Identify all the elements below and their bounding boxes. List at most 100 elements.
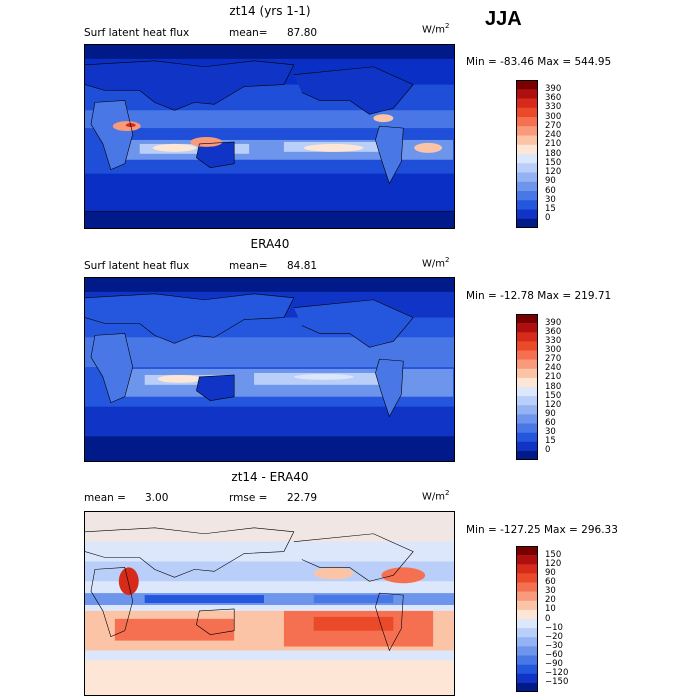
colorbar-swatch [516, 209, 538, 220]
panel-title: zt14 - ERA40 [231, 470, 309, 484]
colorbar-tick-label: −120 [545, 668, 569, 679]
units-label: W/m2 [422, 22, 450, 36]
season-label: JJA [485, 8, 522, 30]
colorbar-swatch [516, 546, 538, 556]
colorbar-tick-label: 150 [545, 157, 562, 168]
rmse-label: rmse = [229, 492, 268, 504]
colorbar-swatch [516, 200, 538, 210]
colorbar-tick-label: 240 [545, 363, 562, 374]
colorbar-tick-label: 210 [545, 139, 562, 150]
colorbar-swatch [516, 80, 538, 90]
colorbar-swatch [516, 144, 538, 155]
map-panel-obs [84, 277, 455, 462]
map-panel-diff [84, 511, 455, 696]
colorbar-swatch [516, 377, 538, 388]
colorbar [516, 546, 538, 692]
colorbar-swatch [516, 591, 538, 602]
colorbar-tick-label: −60 [545, 650, 563, 660]
colorbar-swatch [516, 555, 538, 565]
colorbar-swatch [516, 332, 538, 342]
colorbar-swatch [516, 405, 538, 415]
mean-label: mean= [229, 27, 268, 39]
colorbar-tick-label: 150 [545, 390, 562, 401]
colorbar-swatch [516, 163, 538, 173]
units-label: W/m2 [422, 489, 450, 503]
colorbar-tick-label: 0 [545, 213, 551, 224]
colorbar-swatch [516, 387, 538, 397]
colorbar-swatch [516, 582, 538, 592]
colorbar-tick-label: 30 [545, 586, 556, 597]
min-max-label: Min = -12.78 Max = 219.71 [466, 290, 612, 302]
colorbar-swatch [516, 154, 538, 164]
colorbar-tick-label: 360 [545, 326, 562, 337]
mean-value: 87.80 [287, 27, 318, 39]
colorbar-tick-label: 0 [545, 445, 551, 456]
colorbar-swatch [516, 432, 538, 443]
colorbar-tick-label: 120 [545, 558, 562, 569]
colorbar-labels: 150 120 90 60 30 20 10 0 −10 −20 −30 −60 −90 −120 −150 [545, 546, 585, 692]
colorbar-tick-label: 10 [545, 604, 556, 615]
colorbar-swatch [516, 573, 538, 583]
colorbar-swatch [516, 98, 538, 109]
colorbar-swatch [516, 609, 538, 620]
colorbar-tick-label: 390 [545, 317, 562, 328]
colorbar-tick-label: 90 [545, 408, 556, 419]
colorbar-tick-label: 60 [545, 577, 556, 587]
colorbar-swatch [516, 682, 538, 692]
mean-label: mean = [84, 492, 126, 504]
colorbar-swatch [516, 314, 538, 324]
colorbar-frame [516, 546, 538, 692]
colorbar-tick-label: 60 [545, 418, 556, 428]
rmse-value: 22.79 [287, 492, 318, 504]
colorbar-swatch [516, 323, 538, 333]
colorbar-tick-label: 180 [545, 381, 562, 392]
colorbar [516, 80, 538, 228]
colorbar-labels: 390 360 330 300 270 240 210 180 150 120 90 60 30 15 0 [545, 80, 585, 228]
colorbar-swatch [516, 664, 538, 675]
colorbar-tick-label: −150 [545, 677, 569, 688]
colorbar-frame [516, 80, 538, 228]
colorbar-tick-label: −20 [545, 631, 563, 642]
colorbar-tick-label: 90 [545, 567, 556, 578]
colorbar-tick-label: 120 [545, 167, 562, 177]
colorbar-swatch [516, 414, 538, 424]
mean-label: mean= [229, 260, 268, 272]
map-panel-model [84, 44, 455, 229]
colorbar-swatch [516, 368, 538, 379]
colorbar-tick-label: 330 [545, 335, 562, 346]
colorbar-swatch [516, 359, 538, 370]
mean-value: 84.81 [287, 260, 318, 272]
colorbar-swatch [516, 619, 538, 629]
colorbar-tick-label: −10 [545, 622, 563, 633]
colorbar-swatch [516, 637, 538, 647]
panel-title: ERA40 [250, 237, 290, 251]
colorbar-swatch [516, 655, 538, 665]
units-label: W/m2 [422, 256, 450, 270]
colorbar-tick-label: 330 [545, 102, 562, 113]
colorbar-tick-label: 360 [545, 93, 562, 103]
colorbar-swatch [516, 126, 538, 136]
colorbar-tick-label: 390 [545, 83, 562, 94]
colorbar-tick-label: 60 [545, 185, 556, 196]
colorbar-tick-label: 270 [545, 120, 562, 131]
colorbar-swatch [516, 172, 538, 183]
colorbar-tick-label: 15 [545, 204, 556, 214]
colorbar-swatch [516, 107, 538, 118]
min-max-label: Min = -83.46 Max = 544.95 [466, 56, 612, 68]
colorbar-swatch [516, 396, 538, 406]
colorbar-tick-label: 240 [545, 130, 562, 140]
colorbar-tick-label: −30 [545, 640, 563, 651]
colorbar-tick-label: 300 [545, 345, 562, 355]
colorbar-swatch [516, 350, 538, 360]
min-max-label: Min = -127.25 Max = 296.33 [466, 524, 618, 536]
colorbar [516, 314, 538, 460]
colorbar-tick-label: 0 [545, 613, 551, 624]
colorbar-tick-label: 15 [545, 436, 556, 447]
colorbar-swatch [516, 441, 538, 452]
colorbar-swatch [516, 191, 538, 201]
colorbar-tick-label: 150 [545, 549, 562, 560]
colorbar-swatch [516, 218, 538, 228]
colorbar-tick-label: 120 [545, 399, 562, 410]
colorbar-labels: 390 360 330 300 270 240 210 180 150 120 90 60 30 15 0 [545, 314, 585, 460]
